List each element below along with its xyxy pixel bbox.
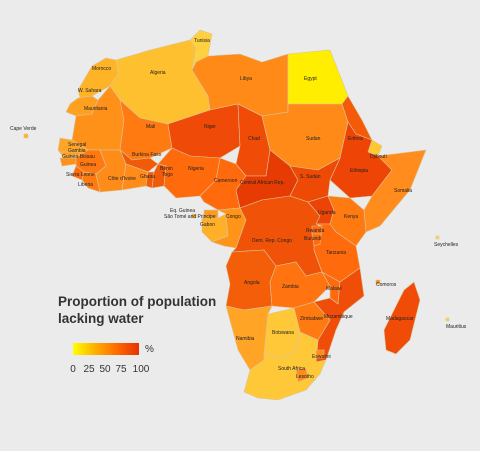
country-zambia[interactable] [269, 261, 331, 309]
label-kenya: Kenya [344, 214, 358, 220]
country-seychelles[interactable] [435, 235, 440, 240]
label-rwanda: Rwanda [306, 228, 325, 234]
label-algeria: Algeria [150, 70, 166, 76]
legend-color-bar [73, 343, 139, 355]
label-eswatini: Eswatini [312, 354, 331, 360]
label-burkina-faso: Burkina Faso [132, 152, 162, 158]
legend-tick-50: 50 [99, 364, 111, 375]
country-cape-verde[interactable] [23, 133, 29, 139]
label-mauritania: Mauritania [84, 106, 108, 112]
label-eritrea: Eritrea [348, 136, 363, 142]
label-uganda: Uganda [318, 210, 336, 216]
label-liberia: Liberia [78, 182, 93, 188]
label-egypt: Egypt [304, 76, 317, 82]
label-malawi: Malawi [326, 286, 342, 292]
label-seychelles: Seychelles [434, 242, 459, 248]
label-w-sahara: W. Sahara [78, 88, 102, 94]
label-drc: Dem. Rep. Congo [252, 238, 292, 244]
label-angola: Angola [244, 280, 260, 286]
label-gabon: Gabon [200, 222, 215, 228]
label-mozambique: Mozambique [324, 314, 353, 320]
legend-tick-75: 75 [115, 364, 127, 375]
label-burundi: Burundi [304, 236, 321, 242]
label-djibouti: Djibouti [370, 154, 387, 160]
label-zambia: Zambia [282, 284, 299, 290]
label-s-sudan: S. Sudan [300, 174, 321, 180]
label-senegal: Senegal [68, 142, 86, 148]
country-sao-tome[interactable] [191, 213, 197, 219]
label-car: Central African Rep. [240, 180, 285, 186]
legend-title: Proportion of population lacking water [58, 294, 217, 326]
label-cameroon: Cameroon [214, 178, 238, 184]
label-togo: Togo [162, 172, 173, 178]
label-congo: Congo [226, 214, 241, 220]
legend-tick-100: 100 [132, 364, 150, 375]
label-namibia: Namibia [236, 336, 255, 342]
label-south-africa: South Africa [278, 366, 305, 372]
legend-tick-0: 0 [70, 364, 76, 375]
label-ghana: Ghana [140, 174, 155, 180]
label-sudan: Sudan [306, 136, 321, 142]
label-guinea-bissau: Guinea-Bissau [62, 154, 95, 160]
country-comoros[interactable] [375, 279, 381, 285]
label-tanzania: Tanzania [326, 250, 346, 256]
label-zimbabwe: Zimbabwe [300, 316, 323, 322]
label-madagascar: Madagascar [386, 316, 414, 322]
label-benin: Benin [160, 166, 173, 172]
label-sierra-leone: Sierra Leone [66, 172, 95, 178]
label-morocco: Morocco [92, 66, 111, 72]
label-somalia: Somalia [394, 188, 412, 194]
country-madagascar[interactable] [383, 281, 421, 355]
label-chad: Chad [248, 136, 260, 142]
legend-unit: % [145, 344, 154, 355]
label-cote-divoire: Côte d'Ivoire [108, 176, 136, 182]
label-cape-verde: Cape Verde [10, 126, 37, 132]
country-mauritius[interactable] [445, 317, 450, 322]
label-mauritius: Mauritius [446, 324, 467, 330]
country-eswatini[interactable] [315, 349, 325, 359]
label-guinea: Guinea [80, 162, 96, 168]
country-lesotho[interactable] [295, 367, 309, 383]
label-comoros: Comoros [376, 282, 397, 288]
label-mali: Mali [146, 124, 155, 130]
label-tunisia: Tunisia [194, 38, 210, 44]
label-gambia: Gambia [68, 148, 86, 154]
label-botswana: Botswana [272, 330, 294, 336]
legend-tick-25: 25 [83, 364, 95, 375]
label-lesotho: Lesotho [296, 374, 314, 380]
label-niger: Niger [204, 124, 216, 130]
label-libya: Libya [240, 76, 252, 82]
country-egypt[interactable] [287, 49, 349, 105]
label-eq-guinea: Eq. Guinea [170, 208, 195, 214]
label-ethiopia: Ethiopia [350, 168, 368, 174]
label-nigeria: Nigeria [188, 166, 204, 172]
country-south-africa[interactable] [243, 331, 327, 401]
label-sao-tome: São Tomé and Principe [164, 214, 216, 220]
